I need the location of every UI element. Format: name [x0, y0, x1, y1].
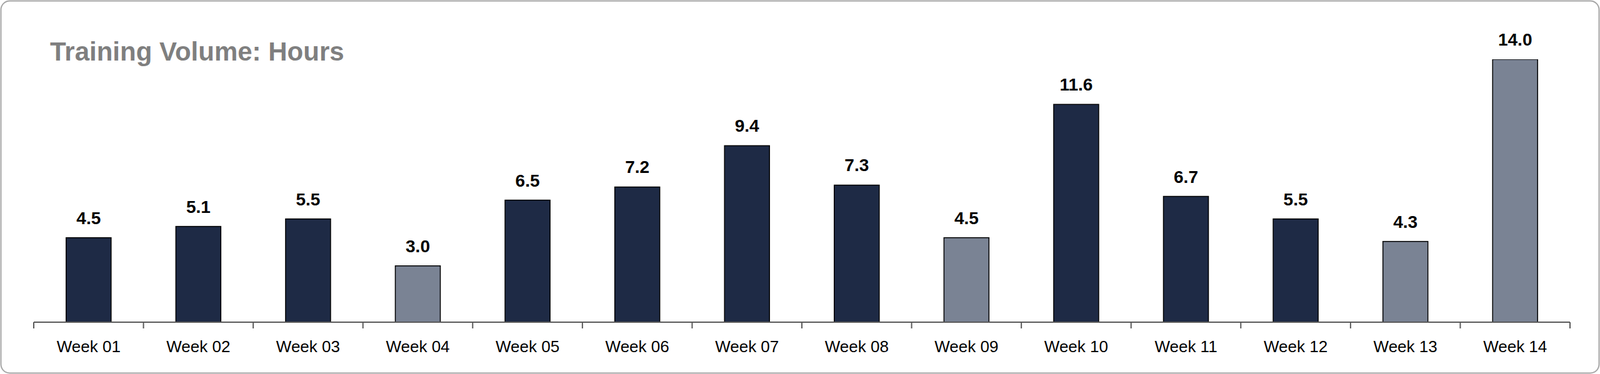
bar — [1053, 104, 1099, 323]
x-tick-label: Week 04 — [385, 337, 450, 357]
data-label: 5.1 — [186, 197, 211, 217]
x-tick — [1020, 322, 1022, 329]
bar — [1383, 241, 1429, 323]
bar — [1163, 196, 1209, 323]
data-label: 9.4 — [735, 116, 760, 136]
data-label: 4.5 — [954, 208, 979, 229]
x-tick — [1459, 322, 1461, 329]
x-tick-label: Week 06 — [605, 337, 670, 357]
x-tick — [362, 322, 364, 329]
x-tick-label: Week 09 — [934, 337, 999, 357]
x-tick — [581, 322, 584, 329]
data-label: 6.7 — [1173, 167, 1199, 187]
x-tick-label: Week 01 — [56, 337, 121, 357]
bar — [724, 145, 770, 323]
x-tick — [691, 322, 693, 329]
bars — [66, 59, 1538, 323]
data-label: 4.3 — [1393, 212, 1418, 232]
bar — [66, 238, 112, 323]
x-tick-label: Week 07 — [715, 337, 779, 357]
x-tick — [1130, 322, 1132, 329]
data-label: 7.3 — [844, 155, 869, 175]
bar — [943, 238, 989, 323]
x-tick — [1569, 322, 1571, 329]
x-tick — [911, 322, 913, 329]
x-tick-label: Week 03 — [276, 337, 340, 357]
x-tick — [801, 322, 803, 329]
x-tick-label: Week 13 — [1373, 337, 1438, 357]
bar — [175, 226, 221, 323]
data-label: 7.2 — [625, 157, 650, 177]
frame — [1, 1, 1600, 374]
bar — [1492, 59, 1538, 323]
data-label: 11.6 — [1059, 75, 1093, 95]
chart: Training Volume: Hours 4.5 Week 01 5.1 Week … — [0, 0, 1600, 374]
x-tick — [1240, 322, 1242, 329]
title: Training Volume: Hours — [50, 36, 345, 67]
x-tick-label: Week 14 — [1483, 337, 1547, 357]
x-tick-label: Week 11 — [1154, 337, 1217, 357]
x-tick-label: Week 12 — [1263, 337, 1328, 357]
x-tick-label: Week 02 — [166, 337, 230, 357]
bar — [1273, 219, 1319, 323]
data-label: 5.5 — [1283, 190, 1309, 210]
x-tick-label: Week 10 — [1044, 337, 1109, 357]
x-tick-label: Week 08 — [825, 337, 889, 357]
data-label: 3.0 — [405, 236, 430, 257]
bar — [395, 266, 441, 323]
x-tick — [33, 322, 35, 329]
x-tick — [252, 322, 254, 329]
x-tick — [471, 322, 474, 329]
data-label: 14.0 — [1498, 30, 1533, 50]
bar — [505, 200, 550, 323]
x-tick — [1350, 322, 1352, 329]
data-label: 6.5 — [515, 171, 540, 191]
bar — [615, 186, 660, 323]
data-label: 4.5 — [76, 208, 101, 229]
bar — [285, 219, 331, 323]
chart-root: Training Volume: Hours 4.5 Week 01 5.1 Week … — [0, 0, 1600, 374]
x-tick-label: Week 05 — [495, 337, 560, 357]
x-tick — [143, 322, 145, 329]
data-label: 5.5 — [295, 190, 320, 210]
bar — [834, 185, 880, 323]
